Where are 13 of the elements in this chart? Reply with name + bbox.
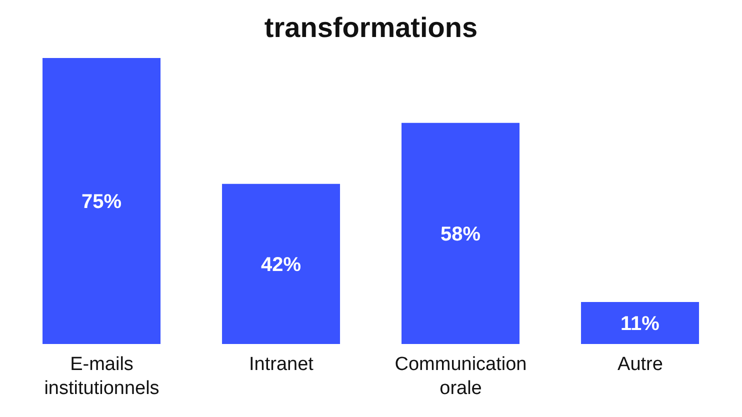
x-tick-label: Communication orale bbox=[394, 354, 527, 399]
x-tick-label: Autre bbox=[618, 354, 663, 375]
bar bbox=[42, 58, 161, 344]
bar bbox=[581, 302, 700, 344]
data-label: 42% bbox=[261, 254, 302, 276]
bar bbox=[402, 122, 520, 344]
chart-title: transformations bbox=[263, 11, 479, 45]
data-label: 11% bbox=[620, 313, 660, 336]
bar bbox=[222, 184, 340, 344]
data-label: 75% bbox=[82, 191, 122, 214]
x-tick-label: Intranet bbox=[249, 354, 314, 375]
data-label: 58% bbox=[440, 224, 481, 246]
x-tick-label: E-mails institutionnels bbox=[44, 354, 160, 399]
